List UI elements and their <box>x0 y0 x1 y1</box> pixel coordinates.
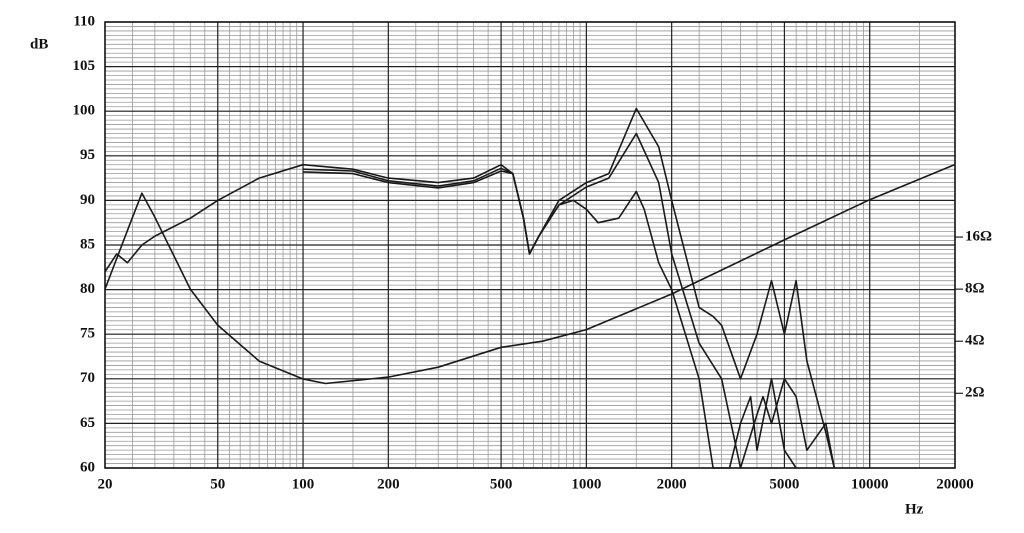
x-tick-label: 2000 <box>657 476 687 492</box>
series-line <box>302 170 797 469</box>
y-tick-label: 110 <box>73 13 95 29</box>
x-tick-label: 200 <box>377 476 400 492</box>
y-tick-label: 85 <box>80 236 95 252</box>
y-tick-label: 105 <box>73 58 96 74</box>
x-tick-label: 20000 <box>936 476 974 492</box>
y-tick-label: 95 <box>80 147 95 163</box>
y-tick-label: 70 <box>80 370 95 386</box>
x-tick-label: 5000 <box>769 476 799 492</box>
y2-tick-label: 4Ω <box>965 333 985 349</box>
y2-tick-label: 8Ω <box>965 281 985 297</box>
x-tick-label: 20 <box>98 476 113 492</box>
x-axis-label: Hz <box>905 501 924 517</box>
plot-frame <box>104 21 956 469</box>
x-tick-label: 1000 <box>571 476 601 492</box>
series-line <box>302 132 836 469</box>
y2-tick-label: 2Ω <box>965 385 985 401</box>
y-tick-label: 65 <box>80 415 95 431</box>
y-tick-label: 100 <box>73 103 96 119</box>
y-tick-label: 75 <box>80 326 95 342</box>
y-tick-label: 80 <box>80 281 95 297</box>
x-tick-label: 10000 <box>851 476 889 492</box>
y-tick-label: 60 <box>80 459 95 475</box>
x-tick-label: 500 <box>490 476 513 492</box>
y-axis-label: dB <box>30 36 48 52</box>
series-line <box>104 163 956 385</box>
y-tick-label: 90 <box>80 192 95 208</box>
x-tick-label: 100 <box>292 476 315 492</box>
y2-tick-label: 16Ω <box>965 228 992 244</box>
series-line <box>104 107 836 469</box>
x-tick-label: 50 <box>210 476 225 492</box>
